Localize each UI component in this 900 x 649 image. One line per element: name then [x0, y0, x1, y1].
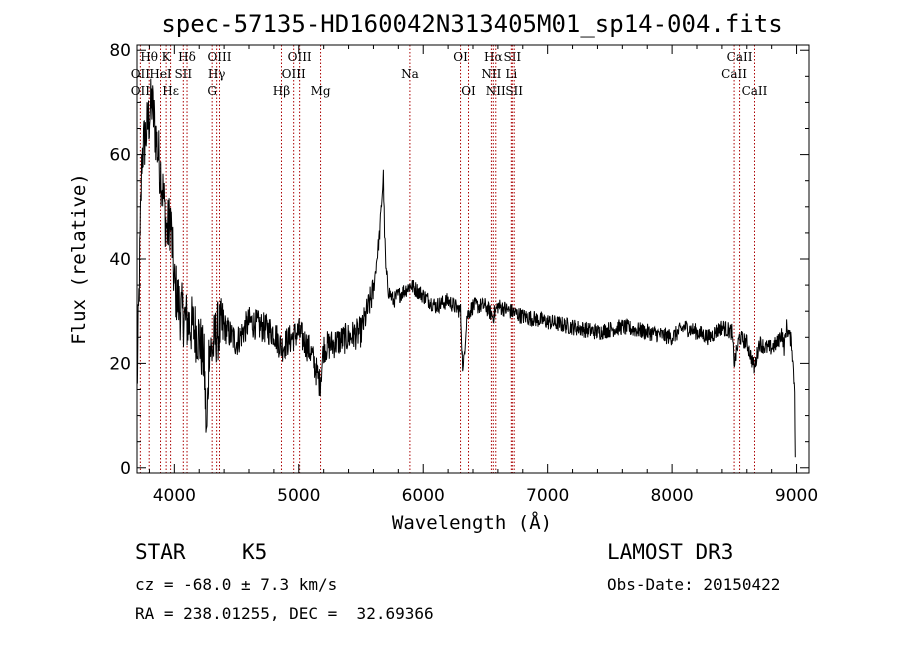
- survey-name: LAMOST DR3: [607, 540, 734, 564]
- spectral-line-label: OI: [453, 50, 468, 64]
- spectral-line-label: Hβ: [273, 84, 290, 98]
- spectral-line-label: CaII: [727, 50, 753, 64]
- spectral-line-label: OIII: [288, 50, 312, 64]
- redshift-velocity: cz = -68.0 ± 7.3 km/s: [135, 575, 338, 594]
- spectral-line-label: Hθ: [140, 50, 158, 64]
- spectral-line-label: OII: [131, 67, 151, 81]
- spectral-line-label: HeI: [149, 67, 172, 81]
- x-tick-label: 4000: [153, 486, 196, 506]
- spectral-line-label: Hε: [162, 84, 179, 98]
- spectral-line-label: Li: [505, 67, 517, 81]
- plot-frame: [136, 44, 810, 474]
- y-axis: 0 20 40 60 80: [109, 41, 809, 479]
- x-tick-label: 9000: [775, 486, 818, 506]
- spectral-line-label: Hδ: [178, 50, 196, 64]
- observation-date: Obs-Date: 20150422: [607, 575, 781, 594]
- y-tick-label: 0: [120, 459, 131, 479]
- x-axis: 4000 5000 6000 7000 8000 9000: [148, 45, 818, 506]
- y-axis-label: Flux (relative): [68, 173, 90, 345]
- object-class: STAR: [135, 540, 186, 564]
- spectral-line-label: OIII: [207, 50, 231, 64]
- spectral-line-label: OII: [131, 84, 151, 98]
- spectral-line-label: Hγ: [208, 67, 226, 81]
- spectral-line-label: K: [162, 50, 172, 64]
- chart-title: spec-57135-HD160042N313405M01_sp14-004.f…: [161, 10, 782, 38]
- spectral-line-label: CaII: [742, 84, 768, 98]
- spectral-line-label: CaII: [721, 67, 747, 81]
- x-tick-label: 5000: [277, 486, 320, 506]
- y-tick-label: 20: [109, 354, 131, 374]
- coordinates: RA = 238.01255, DEC = 32.69366: [135, 604, 434, 623]
- y-tick-label: 60: [109, 146, 131, 166]
- spectrum-plot: [136, 78, 796, 458]
- x-axis-label: Wavelength (Å): [392, 511, 552, 534]
- spectral-line-label: NII: [486, 84, 506, 98]
- y-tick-label: 40: [109, 250, 131, 270]
- x-tick-label: 7000: [526, 486, 569, 506]
- object-subclass: K5: [242, 540, 268, 564]
- spectral-line-label: OI: [461, 84, 476, 98]
- x-tick-label: 8000: [650, 486, 693, 506]
- spectral-line-label: OIII: [282, 67, 306, 81]
- spectral-line-label: G: [207, 84, 217, 98]
- spectral-line-label: SII: [503, 50, 521, 64]
- spectral-line-label: SII: [505, 84, 523, 98]
- spectral-line-label: Mg: [311, 84, 331, 98]
- spectrum-line: [136, 78, 796, 458]
- y-tick-label: 80: [109, 41, 131, 61]
- spectral-line-label: Hα: [484, 50, 503, 64]
- spectral-line-label: Na: [401, 67, 419, 81]
- spectral-line-label: SII: [174, 67, 192, 81]
- spectral-line-label: NII: [481, 67, 501, 81]
- x-tick-label: 6000: [402, 486, 445, 506]
